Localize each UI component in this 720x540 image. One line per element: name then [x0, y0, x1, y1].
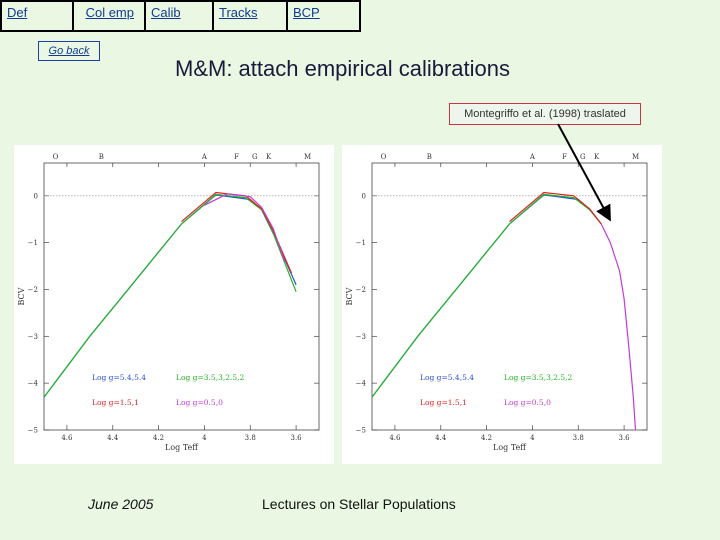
y-tick-label: −5 [356, 427, 366, 435]
x-tick-label: 4 [530, 434, 535, 442]
legend-entry: Log g=3.5,3,2.5,2 [176, 373, 245, 382]
spectral-class-label: F [234, 153, 239, 161]
legend-entry: Log g=0.5,0 [504, 398, 551, 407]
y-tick-label: −1 [28, 239, 38, 247]
series-line-1 [43, 193, 297, 398]
footer-date: June 2005 [88, 496, 154, 512]
y-tick-label: −1 [356, 239, 366, 247]
y-tick-label: −5 [28, 427, 38, 435]
montegriffo-annotation: Montegriffo et al. (1998) traslated [449, 103, 641, 125]
x-tick-label: 3.8 [245, 434, 256, 442]
x-axis-title: Log Teff [493, 443, 527, 452]
nav-calib-link[interactable]: Calib [146, 2, 214, 30]
series-line-1 [371, 193, 602, 398]
y-axis-title: BCV [17, 287, 26, 305]
legend-entry: Log g=3.5,3,2.5,2 [504, 373, 573, 382]
legend-entry: Log g=1.5,1 [420, 398, 467, 407]
nav-tracks-link[interactable]: Tracks [214, 2, 288, 30]
x-tick-label: 3.6 [291, 434, 303, 442]
y-tick-label: 0 [34, 192, 38, 200]
series-line-0 [371, 194, 602, 398]
x-tick-label: 4.6 [61, 434, 73, 442]
plot-frame [43, 162, 320, 431]
spectral-class-label: O [53, 153, 59, 161]
footer-lectures: Lectures on Stellar Populations [262, 496, 456, 512]
spectral-class-label: K [594, 153, 600, 161]
series-line-3 [600, 223, 637, 431]
legend-entry: Log g=0.5,0 [176, 398, 223, 407]
nav-def-link[interactable]: Def [2, 2, 74, 30]
chart-left: 0 −1 −2 −3 −4 −5 4.6 4.4 4.2 4 3.8 3.6 O B A F G K M Log Te… [14, 145, 334, 464]
chart-right-svg: 0 −1 −2 −3 −4 −5 4.6 4.4 4.2 4 3.8 3.6 O B A F G K M Log Te… [345, 153, 648, 452]
nav-col-emp-link[interactable]: Col emp [74, 2, 146, 30]
spectral-class-label: G [580, 153, 586, 161]
spectral-class-label: A [201, 153, 208, 161]
x-tick-label: 4.6 [389, 434, 401, 442]
top-navigation: Def Col emp Calib Tracks BCP [0, 0, 361, 32]
nav-bcp-link[interactable]: BCP [293, 5, 320, 20]
spectral-class-label: K [266, 153, 272, 161]
y-tick-label: −3 [28, 333, 38, 341]
x-tick-label: 4.2 [481, 434, 492, 442]
y-tick-label: −3 [356, 333, 366, 341]
y-tick-label: −2 [356, 286, 366, 294]
y-tick-label: −4 [356, 380, 367, 388]
spectral-class-label: M [304, 153, 311, 161]
x-axis-title: Log Teff [165, 443, 199, 452]
y-tick-label: −2 [28, 286, 38, 294]
y-axis-title: BCV [345, 287, 354, 305]
spectral-class-label: B [99, 153, 104, 161]
legend-entry: Log g=5.4,5.4 [420, 373, 474, 382]
x-tick-label: 3.8 [573, 434, 584, 442]
spectral-class-label: M [632, 153, 639, 161]
go-back-button[interactable]: Go back [38, 41, 100, 61]
x-tick-label: 4 [202, 434, 207, 442]
legend-entry: Log g=5.4,5.4 [92, 373, 146, 382]
spectral-class-label: G [252, 153, 258, 161]
chart-left-svg: 0 −1 −2 −3 −4 −5 4.6 4.4 4.2 4 3.8 3.6 O B A F G K M Log Te… [17, 153, 320, 452]
x-tick-label: 3.6 [619, 434, 631, 442]
plot-frame [371, 162, 648, 431]
spectral-class-label: O [381, 153, 387, 161]
series-line-0 [43, 194, 297, 398]
slide-title: M&M: attach empirical calibrations [175, 56, 511, 81]
x-tick-label: 4.4 [435, 434, 447, 442]
x-tick-label: 4.2 [153, 434, 164, 442]
chart-right: 0 −1 −2 −3 −4 −5 4.6 4.4 4.2 4 3.8 3.6 O B A F G K M Log Te… [342, 145, 662, 464]
legend-entry: Log g=1.5,1 [92, 398, 139, 407]
spectral-class-label: B [427, 153, 432, 161]
x-tick-label: 4.4 [107, 434, 119, 442]
y-tick-label: −4 [28, 380, 39, 388]
y-tick-label: 0 [362, 192, 366, 200]
spectral-class-label: F [562, 153, 567, 161]
series-line-3 [204, 193, 286, 262]
spectral-class-label: A [529, 153, 536, 161]
